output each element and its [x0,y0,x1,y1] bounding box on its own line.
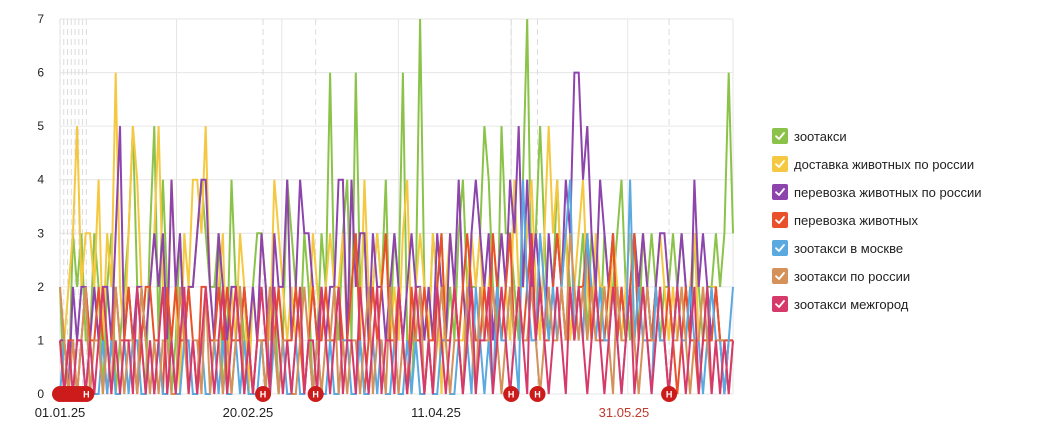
x-tick-label: 11.04.25 [411,405,461,420]
holiday-marker-label: Н [260,390,267,400]
holiday-marker-label: Н [666,390,673,400]
checkmark-icon[interactable] [772,184,788,200]
checkmark-icon[interactable] [772,240,788,256]
legend-label: доставка животных по россии [794,156,975,172]
holiday-marker-dot [307,386,324,402]
legend-item[interactable]: зоотакси по россии [772,262,981,290]
checkmark-icon[interactable] [772,212,788,228]
checkmark-icon[interactable] [772,128,788,144]
holiday-marker-dot [255,386,272,402]
holiday-marker-dot [529,386,546,402]
x-tick-label: 01.01.25 [35,405,86,420]
y-axis: 0 1 2 3 4 5 6 7 [37,12,44,401]
y-tick-label: 3 [37,226,44,240]
legend-label: зоотакси по россии [794,268,911,284]
series-lines [59,18,734,395]
x-axis: 01.01.25 20.02.25 11.04.25 31.05.25 [35,405,650,420]
holiday-marker-label: Н [508,390,515,400]
holiday-marker-label: Н [534,390,541,400]
y-tick-label: 7 [37,12,44,26]
legend-label: зоотакси межгород [794,296,909,312]
holiday-marker-label: Н [312,390,319,400]
legend-item[interactable]: перевозка животных по россии [772,178,981,206]
checkmark-icon[interactable] [772,268,788,284]
y-tick-label: 6 [37,66,44,80]
holiday-marker-label: Н [83,390,90,400]
legend-item[interactable]: доставка животных по россии [772,150,981,178]
holiday-marker[interactable]: Н [78,386,95,402]
y-tick-label: 4 [37,173,44,187]
holiday-marker[interactable]: Н [503,386,520,402]
holiday-marker-dot [661,386,678,402]
x-tick-label: 31.05.25 [599,405,650,420]
checkmark-icon[interactable] [772,296,788,312]
legend-label: зоотакси в москве [794,240,904,256]
legend-label: перевозка животных по россии [794,184,982,200]
holiday-marker[interactable]: Н [307,386,324,402]
series-line-6 [59,233,734,395]
legend-item[interactable]: перевозка животных [772,206,981,234]
x-tick-label: 20.02.25 [223,405,274,420]
legend-label: зоотакси [794,128,847,144]
holiday-marker-dot [503,386,520,402]
legend-item[interactable]: зоотакси [772,122,981,150]
holiday-marker[interactable]: Н [255,386,272,402]
holiday-marker[interactable]: Н [529,386,546,402]
checkmark-icon[interactable] [772,156,788,172]
series-line-5 [59,233,734,395]
y-tick-label: 1 [37,333,44,347]
y-tick-label: 2 [37,280,44,294]
holiday-marker[interactable]: Н [661,386,678,402]
y-tick-label: 0 [37,387,44,401]
y-tick-label: 5 [37,119,44,133]
legend-label: перевозка животных [794,212,918,228]
legend: зоотакси доставка животных по россии перев… [772,122,981,318]
holiday-markers: ННННННННННННН [52,386,678,402]
holiday-marker-dot [78,386,95,402]
series-line-3 [59,233,733,395]
legend-item[interactable]: зоотакси межгород [772,290,981,318]
legend-item[interactable]: зоотакси в москве [772,234,981,262]
